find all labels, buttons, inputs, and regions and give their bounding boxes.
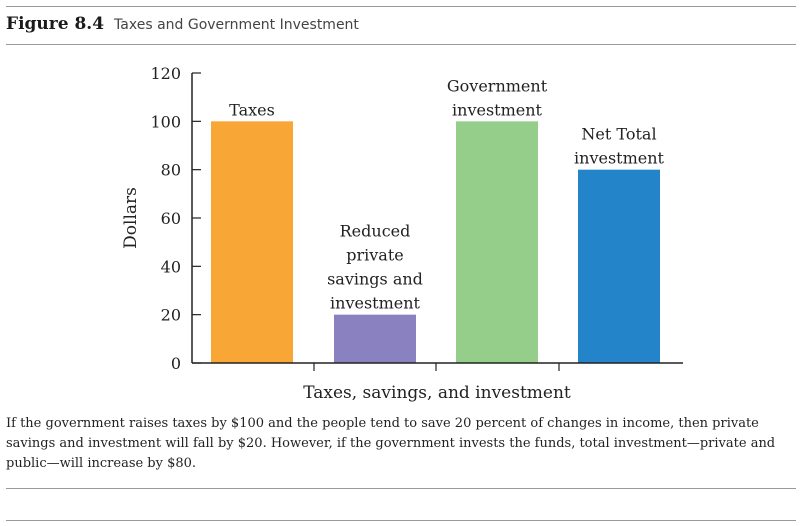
- y-tick-label-60: 60: [161, 209, 181, 228]
- figure-header: Figure 8.4 Taxes and Government Investmen…: [6, 14, 359, 38]
- bar-label-3: Government investment: [447, 76, 548, 119]
- figure-number: Figure 8.4: [6, 14, 105, 34]
- bar-1: [211, 121, 293, 363]
- bottom-rule: [6, 520, 796, 521]
- bar-label-1: Taxes: [229, 100, 275, 119]
- bar-label-4: Net Total investment: [574, 125, 665, 168]
- header-rule: [6, 44, 796, 45]
- figure-title: Taxes and Government Investment: [114, 17, 359, 33]
- bar-4: [578, 169, 660, 363]
- caption-rule: [6, 488, 796, 489]
- y-tick-label-20: 20: [161, 306, 181, 325]
- y-tick-label-0: 0: [171, 354, 181, 373]
- y-tick-label-100: 100: [150, 112, 181, 131]
- y-axis-title: Dollars: [121, 187, 141, 249]
- bar-2: [334, 314, 416, 363]
- y-tick-label-120: 120: [150, 64, 181, 83]
- y-tick-label-80: 80: [161, 161, 181, 180]
- bar-3: [456, 121, 538, 363]
- y-tick-label-40: 40: [161, 257, 181, 276]
- x-axis-title: Taxes, savings, and investment: [303, 383, 571, 403]
- figure-caption: If the government raises taxes by $100 a…: [6, 416, 776, 471]
- bar-chart: 0 20 40 60 80 100 120 Taxes Reduced private saving…: [121, 64, 683, 403]
- bar-label-2: Reduced private savings and investment: [327, 222, 423, 313]
- top-rule: [6, 6, 796, 7]
